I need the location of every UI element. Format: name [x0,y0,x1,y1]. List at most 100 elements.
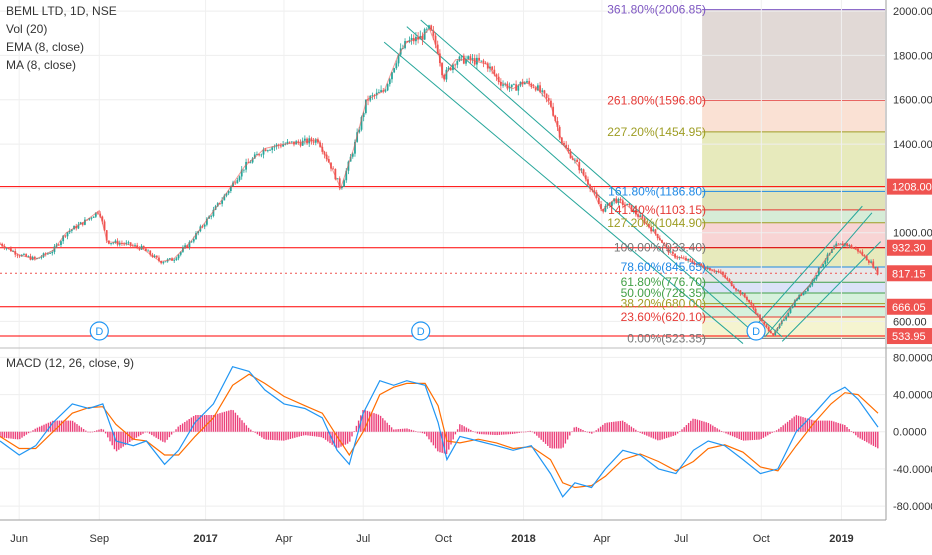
candle-body [62,235,65,242]
macd-histogram-bar [234,412,237,432]
candle-body [81,222,84,225]
macd-histogram-bar [445,431,448,454]
macd-histogram-bar [569,431,571,436]
macd-histogram-bar [509,431,512,435]
macd-histogram-bar [487,431,490,435]
fib-level-label: 227.20%(1454.95) [607,125,706,139]
candle-body [384,90,387,92]
macd-histogram-bar [626,423,628,432]
macd-histogram-bar [558,431,560,449]
macd-histogram-bar [646,431,648,436]
price-tag-label: 666.05 [892,302,926,314]
macd-histogram-bar [665,431,668,439]
candle-body [380,90,382,93]
macd-histogram-bar [584,431,586,432]
candle-body [595,192,598,198]
candle-body [606,202,609,206]
candle-body [574,159,576,161]
candle-body [210,215,213,217]
macd-histogram-bar [698,420,701,432]
price-axis-tick: 1000.00 [893,228,932,240]
time-axis-tick: Oct [435,533,452,545]
macd-histogram-bar [767,431,769,436]
candle-body [759,314,761,320]
macd-histogram-bar [529,430,531,432]
macd-histogram-bar [544,431,547,444]
macd-histogram-bar [749,431,751,441]
macd-histogram-bar [745,431,747,441]
macd-histogram-bar [1,431,3,438]
up-channel-line [751,205,863,331]
candle-body [395,63,398,69]
candle-body [340,186,343,189]
macd-histogram-bar [619,420,622,432]
candle-body [155,255,158,258]
macd-histogram-bar [118,431,120,450]
candle-body [752,304,755,309]
time-axis-tick: Jul [674,533,688,545]
macd-histogram-bar [478,431,481,435]
candle-body [837,243,840,245]
macd-histogram-bar [206,415,208,432]
macd-histogram-bar [489,431,492,435]
macd-histogram-bar [47,422,50,432]
candle-body [676,257,679,259]
fib-band [702,266,885,283]
candle-body [839,243,842,245]
macd-histogram-bar [322,431,325,439]
macd-histogram-bar [362,410,364,432]
macd-histogram-bar [408,429,410,432]
fib-band [702,222,885,248]
price-tag-box [887,328,932,345]
macd-histogram-bar [124,431,127,446]
macd-histogram-bar [848,429,850,432]
macd-histogram-bar [830,420,833,432]
price-tag-box [887,298,932,315]
candle-body [221,200,224,204]
candle-body [201,226,204,228]
macd-histogram-bar [844,425,846,432]
candle-body [767,326,770,332]
candle-body [334,168,337,180]
macd-histogram-bar [758,431,760,440]
macd-histogram-bar [236,415,239,432]
macd-histogram-bar [65,420,67,432]
candle-body [765,324,768,327]
candle-body [110,242,112,244]
candle-body [33,256,36,259]
macd-histogram-bar [595,430,597,432]
macd-histogram-bar [456,429,459,432]
macd-histogram-bar [714,426,716,432]
macd-histogram-bar [696,419,699,432]
candle-body [639,215,642,217]
macd-histogram-bar [514,431,516,434]
macd-histogram-bar [690,420,692,432]
candle-body [641,215,644,219]
macd-histogram-bar [826,420,828,432]
macd-histogram-bar [797,415,800,432]
candle-body [23,254,25,255]
macd-histogram-bar [795,415,798,432]
grid [0,0,885,520]
candle-body [454,64,457,66]
macd-histogram-bar [263,431,265,439]
macd-histogram-bar [197,415,199,432]
time-axis-tick: 2018 [511,533,535,545]
macd-histogram-bar [536,431,538,436]
macd-histogram-bar [681,429,683,432]
macd-histogram-bar [650,431,652,438]
candle-body [456,61,459,65]
macd-histogram-bar [164,431,166,443]
macd-histogram-bar [467,428,470,432]
macd-histogram-bar [659,431,661,441]
macd-histogram-bar [707,422,710,432]
macd-histogram-bar [159,431,162,441]
macd-histogram-bar [753,431,756,440]
macd-histogram-bar [223,411,226,432]
price-tag-label: 932.30 [892,243,926,255]
candle-body [669,251,672,253]
macd-histogram-bar [648,431,650,437]
candle-body [299,142,302,146]
candle-body [149,250,152,255]
candle-body [391,72,393,80]
